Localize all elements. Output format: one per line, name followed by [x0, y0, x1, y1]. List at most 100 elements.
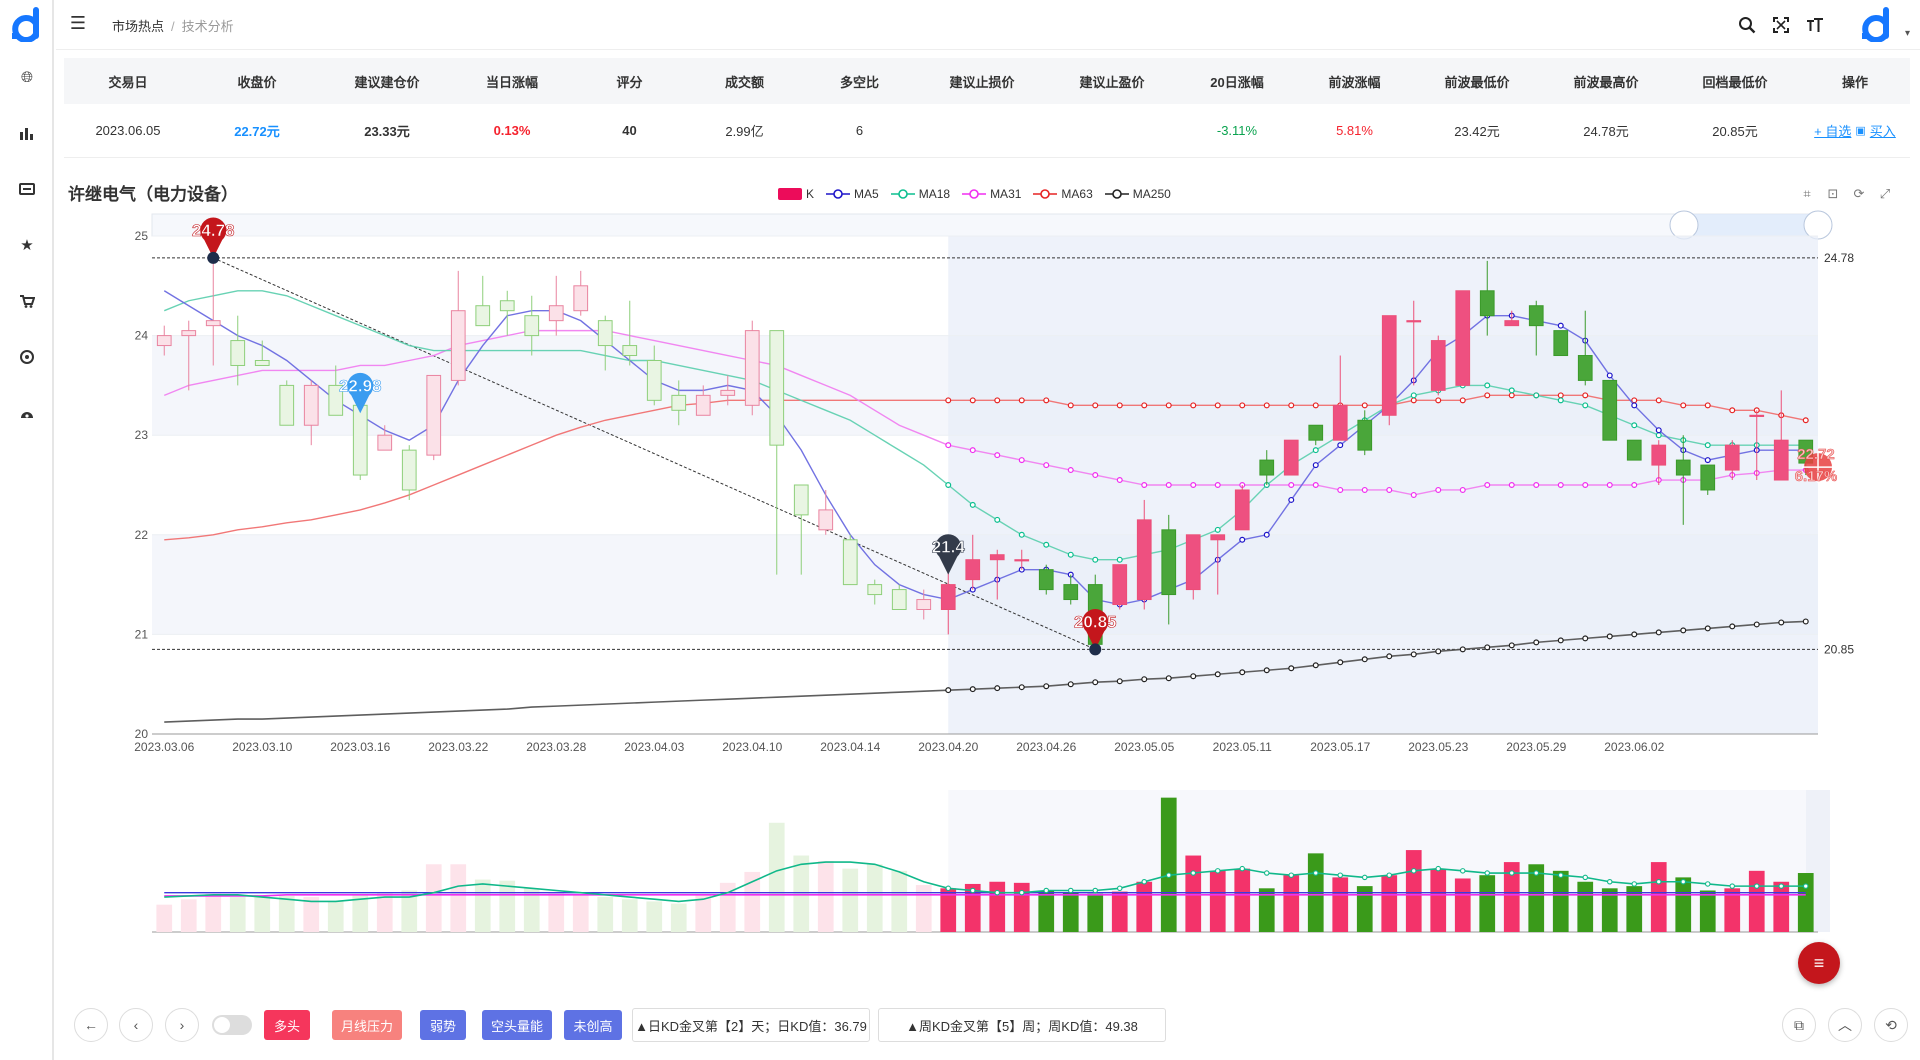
ma250-point	[1680, 627, 1687, 634]
candle-body	[1455, 290, 1471, 386]
sidebar-item-dashboard[interactable]	[0, 398, 54, 428]
brand-logo-icon[interactable]	[8, 6, 46, 42]
ma18-point	[1312, 447, 1319, 454]
volume-pink_line	[164, 894, 1806, 897]
data-zoom-handle-right[interactable]	[1803, 210, 1833, 240]
volume-bar	[425, 864, 442, 932]
ma250-point	[1214, 671, 1221, 678]
chart-annotations: 24.78 20.85 22.98 21.4 22.72 6.17%	[192, 217, 1838, 656]
candle-body	[1675, 459, 1691, 476]
prev-button[interactable]: ‹	[119, 1008, 153, 1042]
add-watchlist-link[interactable]: + 自选	[1814, 124, 1852, 139]
sidebar-item-cart[interactable]	[0, 286, 54, 316]
sidebar-item-bar-chart[interactable]	[0, 118, 54, 148]
ma63-point	[1116, 402, 1123, 409]
restore-button[interactable]: ⟳	[1846, 184, 1872, 204]
crop-reset-icon: ⊡	[1827, 186, 1839, 201]
candle-body	[328, 384, 344, 416]
restore-icon: ⟳	[1853, 186, 1865, 201]
ma250-point	[1043, 683, 1050, 690]
volume-line-point	[1705, 881, 1711, 887]
cell-day-change: 0.13%	[493, 123, 531, 138]
candle-body	[989, 554, 1005, 561]
search-button[interactable]	[1734, 12, 1760, 38]
ma31-point	[1582, 482, 1589, 489]
ma31-point	[1190, 482, 1197, 489]
tag-no-new-high[interactable]: 未创高	[564, 1010, 622, 1040]
breadcrumb-current: 技术分析	[181, 19, 234, 34]
legend-k[interactable]: K	[778, 187, 814, 201]
sidebar-item-globe[interactable]: 🌐︎	[0, 62, 54, 92]
data-zoom-window[interactable]	[1684, 214, 1818, 236]
x-tick-label: 2023.03.06	[134, 740, 194, 754]
ma31-point	[1018, 457, 1025, 464]
ma63-point	[1141, 402, 1148, 409]
volume-line-point	[1509, 870, 1515, 876]
avatar[interactable]	[1858, 6, 1896, 42]
legend-ma250[interactable]: MA250	[1104, 187, 1171, 201]
volume-bar	[303, 897, 320, 932]
data-zoom-slider[interactable]	[151, 213, 1819, 237]
tag-monthly-resistance[interactable]: 月线压力	[332, 1010, 402, 1040]
data-zoom-handle-left[interactable]	[1669, 210, 1699, 240]
font-size-button[interactable]	[1802, 12, 1828, 38]
ma250-point	[1092, 679, 1099, 686]
ma31-point	[1043, 462, 1050, 469]
x-tick-label: 2023.04.14	[820, 740, 880, 754]
legend-ma63[interactable]: MA63	[1033, 187, 1093, 201]
ma5-point	[1312, 462, 1319, 469]
volume-bar	[1552, 870, 1569, 932]
ma5-point	[1704, 457, 1711, 464]
zoom-reset-button[interactable]: ⊡	[1820, 184, 1846, 204]
x-tick-label: 2023.05.23	[1408, 740, 1468, 754]
volume-line-point	[1190, 870, 1197, 876]
zoom-select-button[interactable]: ⌗	[1794, 184, 1820, 204]
copy-button[interactable]: ⧉	[1782, 1008, 1816, 1042]
volume-bar	[1258, 888, 1275, 932]
save-image-button[interactable]: ⤢	[1872, 184, 1898, 204]
tag-bull[interactable]: 多头	[264, 1010, 310, 1040]
mode-toggle[interactable]	[212, 1015, 252, 1035]
volume-bar	[1503, 862, 1520, 932]
volume-line-point	[1729, 883, 1736, 889]
ma18-point	[1508, 387, 1515, 394]
ma63-point	[994, 397, 1001, 404]
expand-icon: ⤢	[1879, 186, 1891, 201]
volume-line-point	[1313, 870, 1319, 876]
ma250-point	[1753, 621, 1760, 628]
ma63-point	[969, 397, 976, 404]
menu-toggle-icon[interactable]: ☰	[69, 13, 87, 33]
ma63-point	[1018, 397, 1025, 404]
floating-menu-button[interactable]: ≡	[1798, 942, 1840, 984]
chevron-down-icon[interactable]: ▾	[1904, 28, 1910, 39]
scroll-top-button[interactable]: ︿	[1828, 1008, 1862, 1042]
candle-body	[230, 340, 246, 366]
ma63-point	[1410, 397, 1417, 404]
candle-body	[254, 360, 270, 366]
legend-ma31[interactable]: MA31	[962, 187, 1021, 201]
ma250-line	[164, 620, 1806, 723]
next-button[interactable]: ›	[165, 1008, 199, 1042]
volume-bar	[964, 883, 981, 932]
breadcrumb-home[interactable]: 市场热点	[112, 19, 165, 34]
fullscreen-button[interactable]	[1768, 12, 1794, 38]
refresh-button[interactable]: ⟲	[1874, 1008, 1908, 1042]
ma31-point	[1361, 486, 1368, 493]
buy-link[interactable]: 买入	[1869, 124, 1896, 139]
candle-body	[475, 305, 491, 327]
legend-ma18[interactable]: MA18	[890, 187, 950, 201]
y-tick-label: 24	[135, 329, 149, 343]
ma5-point	[1337, 442, 1344, 449]
candle-body	[1234, 489, 1250, 531]
sidebar-item-star[interactable]: ★	[0, 230, 54, 260]
sidebar-item-image[interactable]	[0, 174, 54, 204]
tag-weak[interactable]: 弱势	[420, 1010, 466, 1040]
ma63-point	[1655, 397, 1662, 404]
legend-ma5[interactable]: MA5	[826, 187, 879, 201]
ma18-point	[1631, 422, 1638, 429]
volume-bar	[1430, 868, 1447, 932]
sidebar-item-target[interactable]	[0, 342, 54, 372]
ma31-point	[1606, 482, 1613, 489]
back-button[interactable]: ←	[74, 1008, 108, 1042]
tag-bear-volume[interactable]: 空头量能	[482, 1010, 552, 1040]
